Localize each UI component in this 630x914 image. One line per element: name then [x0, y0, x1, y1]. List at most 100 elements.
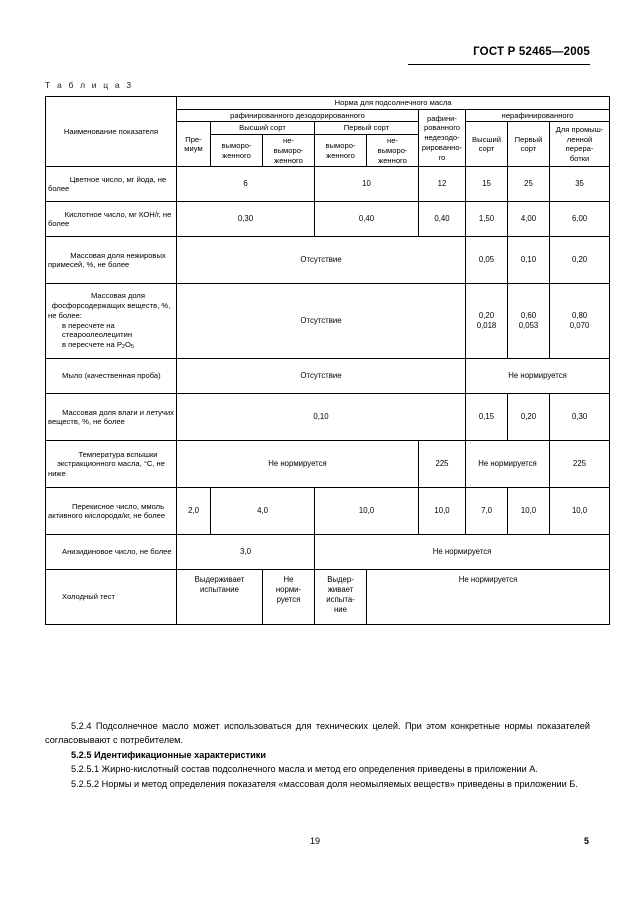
cell-flashpoint-refdeo: Не нормируется — [176, 440, 419, 489]
coldtest-c3-line-2: живает — [327, 585, 354, 595]
unref-highest-line-1: Высший — [472, 134, 501, 144]
header-cell-unref-highest: Высший сорт — [465, 121, 508, 168]
cell-phosphorus-unref-first: 0,60 0,053 — [507, 283, 550, 360]
table-caption: Т а б л и ц а 3 — [45, 80, 134, 90]
fg-notfrozen-line-1: не- — [387, 136, 398, 146]
industrial-line-4: ботки — [569, 154, 590, 164]
header-cell-unrefined: нерафинированного — [464, 108, 611, 123]
cell-peroxide-industrial: 10,0 — [548, 487, 611, 536]
hg-notfrozen-line-1: не- — [283, 136, 294, 146]
hg-frozen-line-2: женного — [222, 150, 251, 160]
cell-flashpoint-industrial: 225 — [548, 440, 611, 489]
coldtest-c3-line-3: испыта- — [326, 595, 355, 605]
ph-uf-line-1: 0,60 — [520, 311, 537, 321]
fg-frozen-line-1: выморо- — [325, 141, 356, 151]
row-label-peroxide: Перекисное число, ммоль активного кислор… — [45, 487, 177, 536]
cell-phosphorus-absent: Отсутствие — [176, 283, 466, 360]
cell-coldtest-fg-frozen: Выдер- живает испыта- ние — [314, 569, 367, 626]
table-row: Анизидиновое число, не более 3,0 Не норм… — [45, 534, 611, 571]
phosphorus-sub-p2o5: в пересчете на P2O5 — [62, 340, 134, 351]
industrial-line-2: ленной — [566, 134, 593, 144]
unref-first-line-2: сорт — [520, 144, 537, 154]
coldtest-c1-line-2: испытание — [200, 585, 239, 595]
rnd-line-4: рированно- — [421, 142, 463, 152]
row-label-acid-number: Кислотное число, мг КОН/г, не более — [45, 201, 177, 238]
paragraph-5-2-4: 5.2.4 Подсолнечное масло может использов… — [45, 721, 590, 745]
row-label-anisidine: Анизидиновое число, не более — [45, 534, 177, 571]
cell-nonfat-absent: Отсутствие — [176, 236, 466, 285]
coldtest-c2-line-2: норми- — [275, 585, 302, 595]
hg-notfrozen-line-3: женного — [274, 155, 303, 165]
paragraph-5-2-5-2: 5.2.5.2 Нормы и метод определения показа… — [71, 779, 578, 790]
table-row: Массовая доля фосфорсодержащих веществ, … — [45, 283, 611, 360]
cell-acid-refdeo-highest: 0,30 — [176, 201, 315, 238]
cell-peroxide-first: 10,0 — [314, 487, 419, 536]
cell-nonfat-industrial: 0,20 — [548, 236, 611, 285]
fg-notfrozen-line-2: выморо- — [377, 145, 408, 155]
cell-colour-unref-highest: 15 — [465, 166, 508, 203]
cell-acid-refdeo-first: 0,40 — [314, 201, 419, 238]
industrial-line-3: перера- — [565, 144, 594, 154]
footer-page-number-right: 5 — [583, 836, 589, 846]
cell-soap-absent: Отсутствие — [176, 358, 466, 395]
premium-line-1: Пре- — [185, 134, 202, 144]
cell-colour-refnondeo: 12 — [418, 166, 466, 203]
ph-ind-line-2: 0,070 — [569, 321, 590, 331]
rnd-line-3: недезодо- — [424, 133, 460, 143]
cell-peroxide-premium: 2,0 — [176, 487, 211, 536]
table-row: Массовая доля влаги и летучих веществ, %… — [45, 393, 611, 442]
table-row: Холодный тест Выдерживает испытание Не н… — [45, 569, 611, 626]
cell-flashpoint-unref: Не нормируется — [465, 440, 550, 489]
table-row: Массовая доля нежировых примесей, %, не … — [45, 236, 611, 285]
row-label-phosphorus: Массовая доля фосфорсодержащих веществ, … — [45, 283, 177, 360]
rnd-line-2: рованного — [423, 123, 461, 133]
row-label-nonfat-impurities: Массовая доля нежировых примесей, %, не … — [45, 236, 177, 285]
header-cell-unref-first: Первый сорт — [507, 121, 550, 168]
ph-uh-line-2: 0,018 — [476, 321, 497, 331]
cell-colour-refdeo-first: 10 — [314, 166, 419, 203]
header-cell-indicator-name: Наименование показателя — [45, 95, 177, 168]
cell-flashpoint-refnondeo: 225 — [418, 440, 466, 489]
table-row: Перекисное число, ммоль активного кислор… — [45, 487, 611, 536]
norms-table: Наименование показателя Норма для подсол… — [45, 95, 611, 626]
coldtest-c2-line-1: Не — [283, 575, 294, 585]
cell-nonfat-unref-highest: 0,05 — [465, 236, 508, 285]
phosphorus-sub-stearooleolecithin: в пересчете на стеароолеолецитин — [62, 320, 133, 340]
row-label-flashpoint: Температура вспышки экстракционного масл… — [45, 440, 177, 489]
cell-coldtest-premium-frozen: Выдерживает испытание — [176, 569, 263, 626]
cell-acid-unref-first: 4,00 — [507, 201, 550, 238]
premium-line-2: миум — [184, 144, 203, 154]
body-section: 5.2.4 Подсолнечное масло может использов… — [45, 720, 590, 793]
row-label-cold-test: Холодный тест — [45, 569, 177, 626]
coldtest-c1-line-1: Выдерживает — [194, 575, 245, 585]
cell-moisture-refined: 0,10 — [176, 393, 466, 442]
header-cell-fg-notfrozen: не- выморо- женного — [366, 134, 419, 168]
footer-page-number-center: 19 — [309, 836, 320, 846]
header-cell-fg-frozen: выморо- женного — [314, 134, 367, 168]
cell-moisture-unref-first: 0,20 — [507, 393, 550, 442]
rnd-line-5: го — [438, 152, 446, 162]
rnd-line-1: рафини- — [427, 113, 457, 123]
cell-colour-unref-first: 25 — [507, 166, 550, 203]
hg-notfrozen-line-2: выморо- — [273, 145, 304, 155]
table-header-row-4: выморо- женного не- выморо- женного вымо… — [46, 134, 610, 168]
table-header-row-1: Наименование показателя Норма для подсол… — [45, 95, 611, 168]
coldtest-c3-line-4: ние — [334, 605, 347, 615]
phosphorus-main: Массовая доля фосфорсодержащих веществ, … — [48, 291, 171, 320]
cell-peroxide-refnondeo: 10,0 — [418, 487, 466, 536]
cell-colour-refdeo-highest: 6 — [176, 166, 315, 203]
table-row: Мыло (качественная проба) Отсутствие Не … — [45, 358, 611, 395]
header-cell-refined-nondeodorized: рафини- рованного недезодо- рированно- г… — [418, 108, 466, 168]
header-cell-hg-frozen: выморо- женного — [210, 134, 263, 168]
table-row: Кислотное число, мг КОН/г, не более 0,30… — [45, 201, 611, 238]
header-rule — [408, 64, 590, 65]
fg-notfrozen-line-3: женного — [378, 155, 407, 165]
header-cell-first-grade: Первый сорт — [314, 121, 419, 136]
cell-soap-notstandardized: Не нормируется — [464, 358, 611, 395]
cell-moisture-unref-highest: 0,15 — [465, 393, 508, 442]
cell-moisture-industrial: 0,30 — [548, 393, 611, 442]
cell-colour-industrial: 35 — [548, 166, 611, 203]
cell-acid-unref-highest: 1,50 — [465, 201, 508, 238]
cell-anisidine-notstandardized: Не нормируется — [313, 534, 611, 571]
